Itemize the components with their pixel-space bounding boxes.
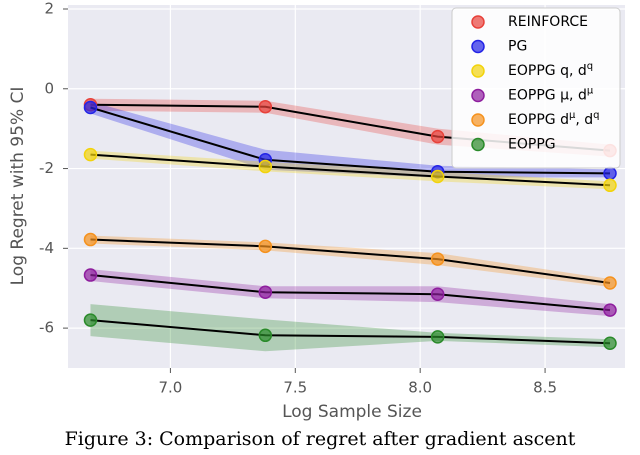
y-tick-label: -4 [39,239,54,257]
y-tick-label: -6 [39,319,54,337]
line [90,319,611,345]
point [258,239,273,254]
y-axis-label: Log Regret with 95% CI [8,87,28,286]
lines [83,97,617,351]
legend-label: EOPPG q, dq [508,61,593,79]
caption: Figure 3: Comparison of regret after gra… [65,428,576,450]
point [603,276,617,290]
point [258,328,273,343]
legend-marker [471,64,485,78]
line [90,153,611,187]
line [90,106,611,175]
legend-label: EOPPG μ, dμ [508,86,594,104]
legend: REINFORCE PG EOPPG q, dq EOPPG μ, dμ EOPPG d… [471,14,600,153]
point [430,252,445,266]
point [83,100,98,115]
x-axis-label: Log Sample Size [282,402,422,422]
y-tick-label: 0 [44,79,54,97]
point [430,129,445,144]
legend-label: EOPPG [508,137,556,153]
legend-label: PG [508,39,527,55]
point [258,99,273,114]
legend-box [451,7,621,169]
point [258,285,273,299]
point [430,169,445,184]
point [83,147,98,162]
legend-label: EOPPG dμ, dq [508,110,600,128]
point [83,232,98,247]
line [90,274,611,312]
point [603,303,617,317]
point [603,178,617,193]
ticks: 2 0 -2 -4 -6 7.0 7.5 8.0 8.5 [39,0,557,397]
x-tick-label: 8.0 [408,379,432,397]
point [430,330,445,344]
x-tick-label: 7.5 [283,379,307,397]
legend-marker [471,88,485,103]
ci-band [90,304,611,352]
point [83,268,98,282]
legend-label: REINFORCE [508,14,588,30]
ci-band [90,101,611,178]
y-tick-label: -2 [39,159,54,177]
legend-marker [471,137,485,152]
ci-band [90,235,611,288]
legend-marker [471,39,485,54]
point [430,287,445,301]
point [603,166,617,181]
point [603,336,617,351]
point [83,313,98,327]
x-tick-label: 7.0 [158,379,182,397]
legend-marker [471,113,485,127]
legend-marker [471,15,485,29]
y-tick-label: 2 [44,0,54,17]
line [90,238,611,285]
point [258,159,273,174]
x-tick-label: 8.5 [533,379,557,397]
